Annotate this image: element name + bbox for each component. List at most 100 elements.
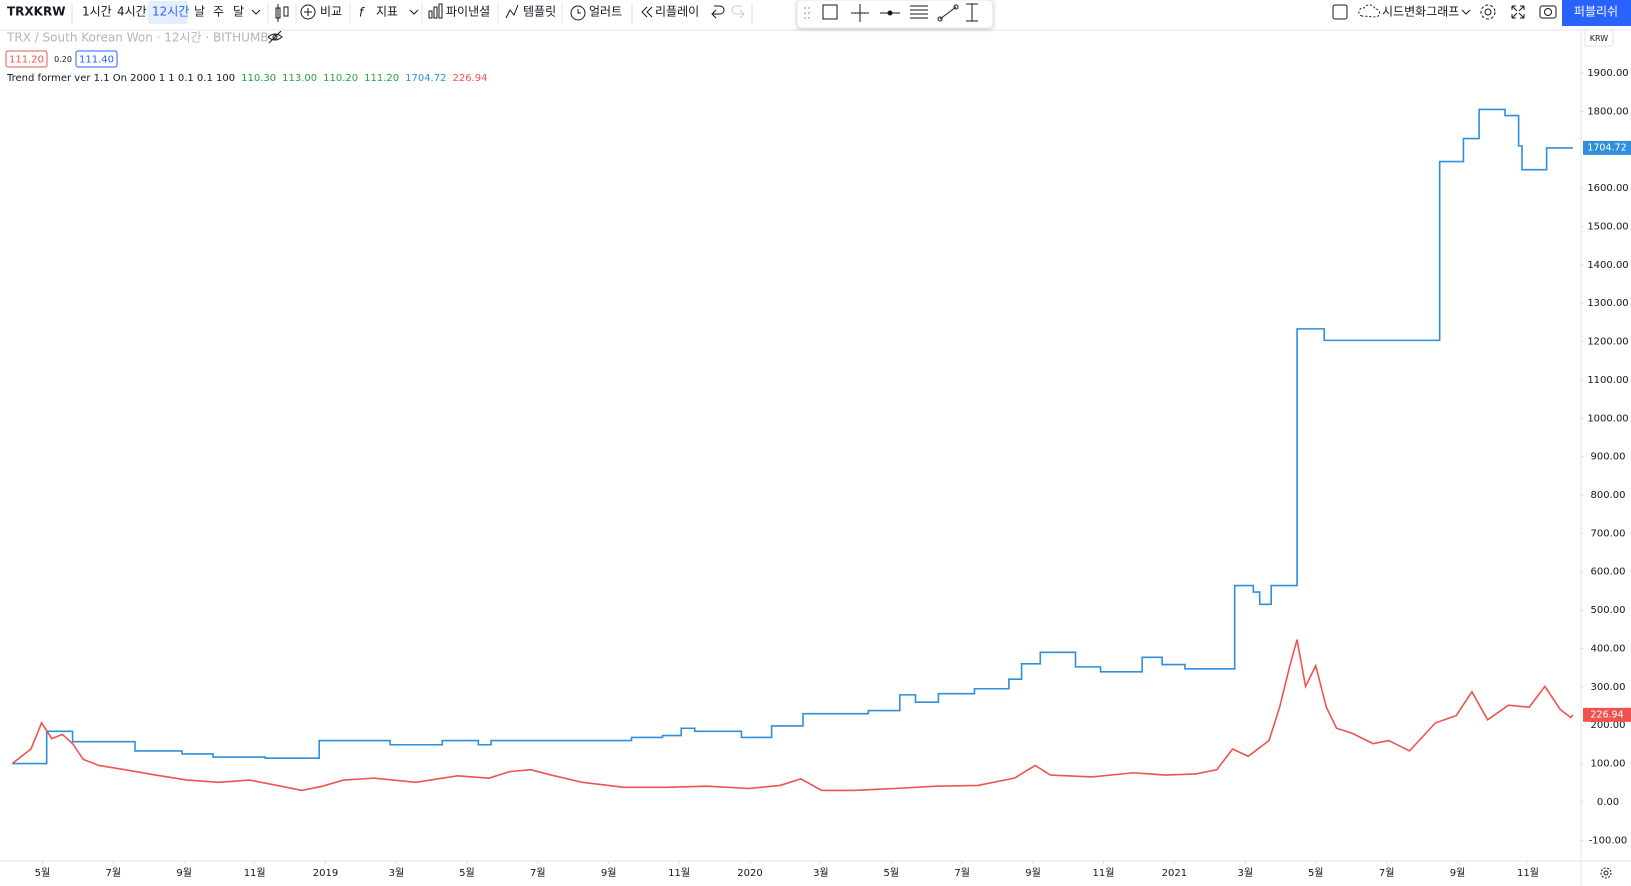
spread: 0.20 — [54, 55, 72, 64]
x-tick-label: 3월 — [389, 867, 405, 879]
tool-icon[interactable] — [966, 3, 978, 22]
undo-button[interactable] — [711, 5, 725, 19]
chart-type-button[interactable] — [275, 4, 289, 22]
layout-checkbox[interactable] — [1332, 4, 1348, 20]
last-price-badge — [1583, 707, 1631, 722]
y-tick-label: 300.00 — [1591, 682, 1626, 693]
x-tick-label: 7월 — [1379, 867, 1395, 879]
replay-button[interactable]: 리플레이 — [655, 5, 699, 19]
layout-dropdown[interactable] — [1461, 9, 1471, 15]
y-tick-label: 900.00 — [1591, 452, 1626, 463]
interval-button[interactable]: 주 — [213, 5, 224, 19]
y-tick-label: 1100.00 — [1587, 375, 1628, 386]
replay-icon[interactable] — [641, 6, 653, 18]
tool-icon[interactable] — [822, 4, 838, 20]
y-tick-label: 400.00 — [1591, 643, 1626, 654]
tool-icon[interactable] — [910, 5, 928, 19]
x-tick-label: 11월 — [668, 867, 690, 879]
indicator-value: 110.20 — [323, 73, 359, 84]
indicator-value: 226.94 — [452, 73, 488, 84]
compare-icon[interactable] — [300, 4, 316, 20]
redo-button[interactable] — [731, 5, 745, 19]
last-price-label: 1704.72 — [1587, 142, 1626, 153]
y-tick-label: 1300.00 — [1587, 298, 1628, 309]
cloud-icon[interactable] — [1358, 4, 1380, 18]
x-tick-label: 11월 — [1517, 867, 1539, 879]
y-tick-label: 700.00 — [1591, 528, 1626, 539]
indicator-name: Trend former ver 1.1 On 2000 1 1 0.1 0.1… — [7, 73, 236, 84]
symbol-button[interactable]: TRXKRW — [7, 5, 65, 19]
interval-active — [148, 1, 188, 24]
settings-button[interactable] — [1480, 4, 1496, 20]
y-tick-label: 1900.00 — [1587, 68, 1628, 79]
tool-icon[interactable] — [939, 6, 957, 20]
x-tick-label: 5월 — [884, 867, 900, 879]
x-tick-label: 11월 — [244, 867, 266, 879]
x-tick-label: 9월 — [1450, 867, 1466, 879]
drawing-toolbar — [796, 0, 994, 29]
financials-icon[interactable] — [428, 3, 443, 19]
interval-button[interactable]: 달 — [233, 5, 244, 19]
indicator-icon[interactable]: f — [359, 6, 365, 20]
x-tick-label: 11월 — [1093, 867, 1115, 879]
x-tick-label: 5월 — [1308, 867, 1324, 879]
indicator-value: 111.20 — [364, 73, 400, 84]
financials-button[interactable]: 파이낸셜 — [446, 5, 490, 19]
x-tick-label: 3월 — [813, 867, 829, 879]
axis-settings-button[interactable] — [1600, 867, 1612, 879]
interval-button[interactable]: 1시간 — [82, 5, 112, 19]
y-tick-label: 1400.00 — [1587, 260, 1628, 271]
indicator-button[interactable]: 지표 — [376, 5, 398, 19]
x-tick-label: 5월 — [459, 867, 475, 879]
publish-bg[interactable] — [1562, 0, 1631, 26]
interval-button[interactable]: 4시간 — [117, 5, 147, 19]
x-tick-label: 9월 — [176, 867, 192, 879]
y-tick-label: 0.00 — [1597, 797, 1619, 808]
snapshot-button[interactable] — [1539, 5, 1557, 19]
tool-icon[interactable] — [851, 4, 869, 22]
bid-box[interactable] — [5, 50, 48, 68]
last-price-badge — [1583, 140, 1631, 155]
alerts-button[interactable]: 얼러트 — [589, 5, 622, 19]
y-tick-label: 100.00 — [1591, 759, 1626, 770]
x-tick-label: 9월 — [1025, 867, 1041, 879]
x-tick-label: 7월 — [954, 867, 970, 879]
y-tick-label: -100.00 — [1589, 835, 1628, 846]
templates-icon[interactable] — [505, 4, 519, 19]
x-tick-label: 7월 — [530, 867, 546, 879]
currency-box[interactable] — [1584, 29, 1614, 47]
x-tick-label: 7월 — [106, 867, 122, 879]
y-tick-label: 800.00 — [1591, 490, 1626, 501]
hide-icon[interactable] — [267, 30, 283, 44]
bid-price: 111.20 — [9, 55, 44, 66]
alerts-icon[interactable] — [570, 5, 586, 21]
indicator-dropdown[interactable] — [409, 9, 419, 15]
x-tick-label: 5월 — [35, 867, 51, 879]
fullscreen-button[interactable] — [1511, 5, 1525, 19]
y-tick-label: 1600.00 — [1587, 183, 1628, 194]
x-tick-label: 3월 — [1237, 867, 1253, 879]
compare-button[interactable]: 비교 — [320, 5, 342, 19]
interval-dropdown[interactable] — [251, 9, 261, 15]
indicator-value: 1704.72 — [405, 73, 447, 84]
x-tick-label: 2020 — [737, 868, 762, 879]
templates-button[interactable]: 템플릿 — [523, 5, 556, 19]
y-tick-label: 600.00 — [1591, 567, 1626, 578]
publish-button[interactable]: 퍼블리쉬 — [1574, 5, 1618, 19]
x-tick-label: 2021 — [1162, 868, 1187, 879]
interval-button[interactable]: 날 — [194, 5, 205, 19]
symbol-description: TRX / South Korean Won · 12시간 · BITHUMB — [6, 31, 269, 45]
x-tick-label: 9월 — [601, 867, 617, 879]
currency-label: KRW — [1590, 34, 1608, 43]
indicator-value: 110.30 — [241, 73, 277, 84]
y-tick-label: 1800.00 — [1587, 106, 1628, 117]
interval-button[interactable]: 12시간 — [152, 5, 189, 19]
ask-box[interactable] — [75, 50, 118, 68]
series-line — [12, 108, 1573, 765]
layout-name[interactable]: 시드변화그래프 — [1382, 5, 1459, 19]
y-tick-label: 1500.00 — [1587, 221, 1628, 232]
y-tick-label: 1200.00 — [1587, 337, 1628, 348]
ask-price: 111.40 — [79, 55, 114, 66]
